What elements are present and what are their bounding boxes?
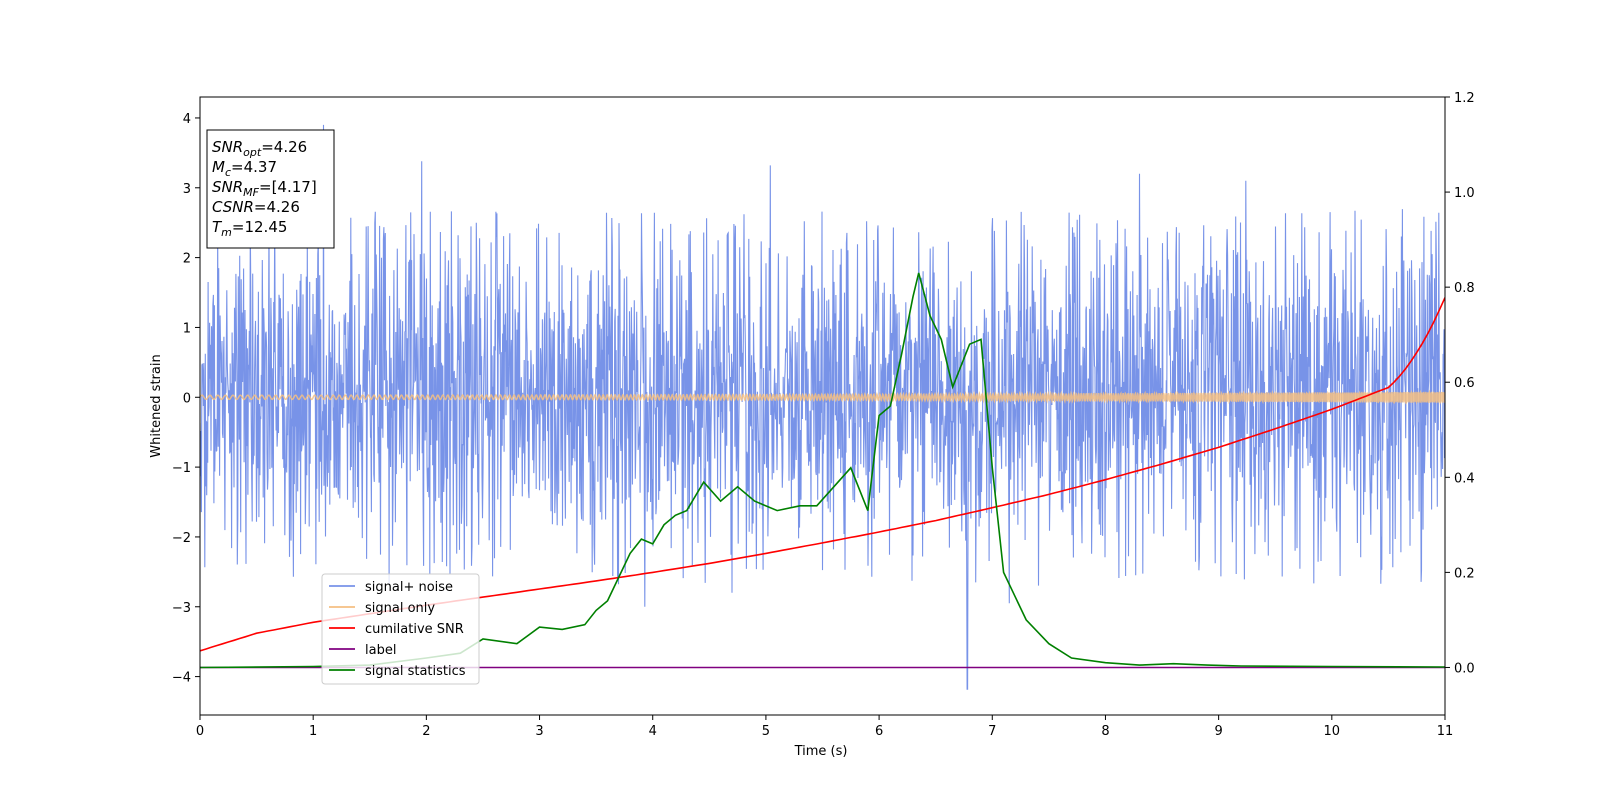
x-axis-label: Time (s): [794, 744, 848, 759]
legend-entry: cumilative SNR: [365, 622, 464, 637]
legend-frame: [321, 573, 480, 685]
info-box-frame: [206, 129, 335, 249]
y-tick-label: 0: [183, 391, 191, 406]
plot-frame: [199, 96, 1446, 716]
y-tick-label: 3: [183, 182, 191, 197]
x-tick-label: 0: [196, 724, 204, 739]
y-tick-label: 2: [183, 252, 191, 267]
y-tick-label: −3: [172, 601, 191, 616]
legend-entry: label: [365, 643, 396, 658]
info-box-line: Tm=12.45: [212, 218, 287, 239]
x-tick-label: 3: [535, 724, 543, 739]
y2-tick-label: 0.8: [1454, 281, 1475, 296]
y-tick-label: −1: [172, 461, 191, 476]
y2-tick-label: 0.4: [1454, 471, 1475, 486]
series-signal-only: [200, 389, 1445, 405]
y2-tick-label: 0.2: [1454, 566, 1475, 581]
y-axis-right: 1.2 1.0 0.8 0.6 0.4 0.2 0.0: [1445, 91, 1475, 676]
x-tick-label: 11: [1437, 724, 1454, 739]
info-box-line: CSNR=4.26: [212, 198, 300, 216]
legend: signal+ noise signal only cumilative SNR la…: [321, 573, 480, 685]
legend-entry: signal statistics: [365, 664, 466, 679]
y2-tick-label: 0.6: [1454, 376, 1475, 391]
x-tick-label: 4: [649, 724, 657, 739]
x-tick-label: 7: [988, 724, 996, 739]
y-tick-label: 1: [183, 321, 191, 336]
x-tick-label: 8: [1101, 724, 1109, 739]
y-axis-label: Whitened strain: [149, 354, 164, 457]
y2-tick-label: 1.0: [1454, 186, 1475, 201]
x-tick-label: 10: [1324, 724, 1341, 739]
y-tick-label: −4: [172, 671, 191, 686]
y2-tick-label: 0.0: [1454, 661, 1475, 676]
y-axis-left: 4 3 2 1 0 −1 −2 −3 −4: [172, 112, 200, 686]
x-tick-label: 1: [309, 724, 317, 739]
series-signal-statistics: [200, 272, 1445, 669]
y-tick-label: −2: [172, 531, 191, 546]
info-box-line: Mc=4.37: [212, 158, 277, 179]
info-box-line: SNRopt=4.26: [212, 138, 307, 159]
legend-entry: signal only: [365, 601, 435, 616]
x-tick-label: 6: [875, 724, 883, 739]
series-signal-noise: [200, 124, 1445, 690]
x-axis: 0 1 2 3 4 5 6 7 8 9 10 11: [196, 715, 1453, 739]
info-box-line: SNRMF=[4.17]: [212, 178, 317, 199]
y-tick-label: 4: [183, 112, 191, 127]
y2-tick-label: 1.2: [1454, 91, 1475, 106]
x-tick-label: 9: [1214, 724, 1222, 739]
x-tick-label: 5: [762, 724, 770, 739]
x-tick-label: 2: [422, 724, 430, 739]
legend-entry: signal+ noise: [365, 580, 453, 595]
